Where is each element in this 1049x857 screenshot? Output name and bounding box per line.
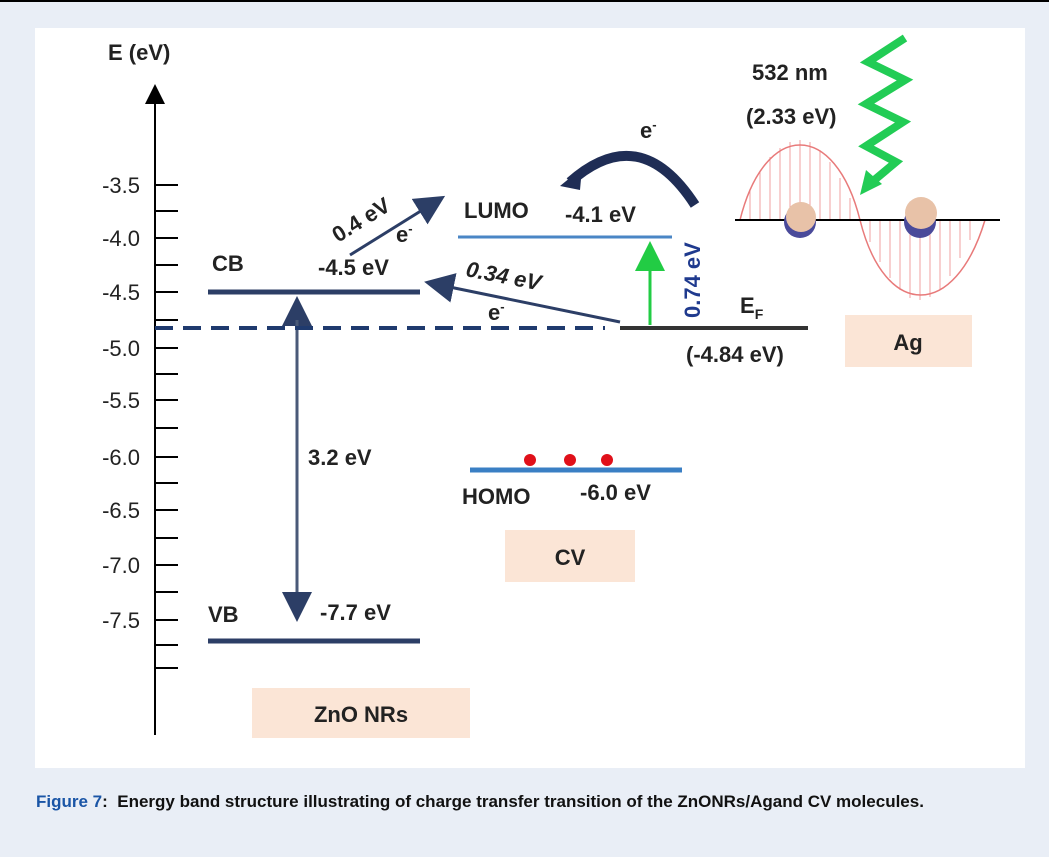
electron (524, 454, 536, 466)
e-sup: - (408, 221, 412, 236)
tick-label: -7.5 (102, 608, 140, 633)
figure: E (eV) -3.5 -4.0 -4.5 -5.0 -5.5 -6.0 -6.… (35, 28, 1025, 768)
transfer-label: 0.74 eV (680, 242, 705, 318)
tick-label: -7.0 (102, 553, 140, 578)
gap-label: 3.2 eV (308, 445, 372, 470)
e: e (488, 300, 500, 325)
ag-name: Ag (893, 330, 922, 355)
caption-label: Figure 7 (36, 792, 102, 811)
ef-energy: (-4.84 eV) (686, 342, 784, 367)
tick-label: -6.0 (102, 445, 140, 470)
ef-sub: F (755, 306, 764, 322)
ag-particle (905, 197, 937, 229)
ag-particle (786, 202, 816, 232)
ef-main: E (740, 293, 755, 318)
e-sup: - (652, 117, 656, 132)
tick-label: -4.5 (102, 280, 140, 305)
caption-separator: : (102, 792, 108, 811)
light-energy: (2.33 eV) (746, 104, 837, 129)
e-sup: - (500, 299, 504, 314)
electron (564, 454, 576, 466)
e: e (640, 118, 652, 143)
top-rule (0, 0, 1049, 2)
tick-labels: -3.5 -4.0 -4.5 -5.0 -5.5 -6.0 -6.5 -7.0 … (102, 173, 140, 633)
caption-text: Energy band structure illustrating of ch… (117, 792, 924, 811)
homo-energy: -6.0 eV (580, 480, 651, 505)
tick-label: -3.5 (102, 173, 140, 198)
cb-label: CB (212, 251, 244, 276)
tick-label: -5.0 (102, 336, 140, 361)
cv-name: CV (555, 545, 586, 570)
tick-label: -6.5 (102, 498, 140, 523)
cb-energy: -4.5 eV (318, 255, 389, 280)
electron (601, 454, 613, 466)
light-wavelength: 532 nm (752, 60, 828, 85)
axis-label: E (eV) (108, 40, 170, 65)
page: E (eV) -3.5 -4.0 -4.5 -5.0 -5.5 -6.0 -6.… (0, 0, 1049, 857)
vb-energy: -7.7 eV (320, 600, 391, 625)
tick-label: -5.5 (102, 388, 140, 413)
lumo-energy: -4.1 eV (565, 202, 636, 227)
e: e (396, 222, 408, 247)
vb-label: VB (208, 602, 239, 627)
caption: Figure 7: Energy band structure illustra… (36, 788, 1021, 815)
homo-label: HOMO (462, 484, 530, 509)
lumo-label: LUMO (464, 198, 529, 223)
zno-name: ZnO NRs (314, 702, 408, 727)
tick-label: -4.0 (102, 226, 140, 251)
